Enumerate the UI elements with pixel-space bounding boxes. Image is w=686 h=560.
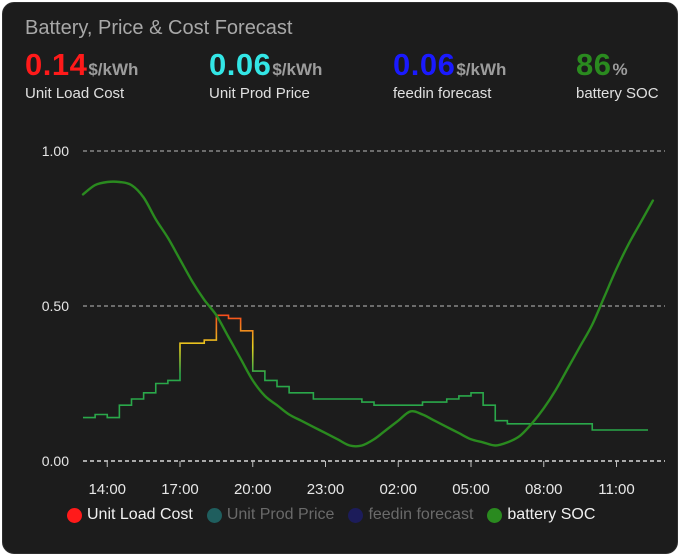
x-tick-label: 08:00: [525, 481, 563, 498]
y-tick-label: 0.50: [42, 298, 69, 314]
series-line-unit-load-cost: [83, 314, 649, 431]
axis-layer: 1.00 0.50 0.00 14:00 17:00 20:00 23:00 02:00 05:…: [42, 143, 635, 498]
legend-label: feedin forecast: [368, 506, 474, 523]
x-tick-label: 23:00: [307, 481, 345, 498]
stat-value: 0.14: [25, 47, 88, 82]
legend-item-unit-load-cost[interactable]: Unit Load Cost: [67, 506, 193, 524]
series-line-battery-soc: [81, 180, 655, 448]
legend-swatch: [67, 507, 82, 523]
chart-legend: Unit Load Cost Unit Prod Price feedin fo…: [67, 506, 609, 524]
forecast-card: Battery, Price & Cost Forecast 0.14$/kWh…: [2, 2, 678, 554]
stat-unit-load-cost[interactable]: 0.14$/kWh Unit Load Cost: [25, 47, 138, 102]
stat-feedin-forecast[interactable]: 0.06$/kWh feedin forecast: [393, 47, 506, 102]
x-tick-label: 20:00: [234, 481, 272, 498]
legend-label: Unit Load Cost: [87, 506, 193, 523]
card-title: Battery, Price & Cost Forecast: [25, 17, 293, 39]
forecast-chart[interactable]: 1.00 0.50 0.00 14:00 17:00 20:00 23:00 02:00 05:…: [3, 3, 678, 554]
x-tick-label: 14:00: [88, 481, 126, 498]
legend-item-feedin-forecast[interactable]: feedin forecast: [348, 506, 473, 524]
grid-layer: [83, 150, 665, 462]
stat-label: Unit Load Cost: [25, 85, 125, 102]
series-layer: [81, 180, 655, 448]
stat-unit: $/kWh: [456, 60, 507, 79]
stat-unit: $/kWh: [272, 60, 323, 79]
stat-label: battery SOC: [576, 85, 659, 102]
x-tick-label: 02:00: [379, 481, 417, 498]
stat-value: 0.06: [393, 47, 456, 82]
x-tick-label: 05:00: [452, 481, 490, 498]
legend-item-unit-prod-price[interactable]: Unit Prod Price: [206, 506, 335, 524]
legend-swatch: [206, 507, 222, 523]
stat-value: 0.06: [209, 47, 272, 82]
stat-value: 86: [576, 47, 612, 82]
legend-label: battery SOC: [507, 506, 596, 523]
legend-item-battery-soc[interactable]: battery SOC: [487, 506, 595, 524]
legend-swatch: [348, 507, 364, 523]
stat-battery-soc[interactable]: 86% battery SOC: [576, 47, 659, 102]
stat-unit: $/kWh: [88, 60, 139, 79]
stat-unit: %: [612, 60, 628, 79]
stat-label: feedin forecast: [393, 85, 492, 102]
y-tick-label: 1.00: [42, 143, 69, 159]
stat-label: Unit Prod Price: [209, 85, 310, 102]
x-tick-label: 11:00: [598, 481, 634, 498]
legend-swatch: [487, 507, 503, 523]
y-tick-label: 0.00: [42, 453, 69, 469]
legend-label: Unit Prod Price: [226, 506, 335, 523]
stat-unit-prod-price[interactable]: 0.06$/kWh Unit Prod Price: [209, 47, 322, 102]
x-tick-label: 17:00: [161, 481, 199, 498]
